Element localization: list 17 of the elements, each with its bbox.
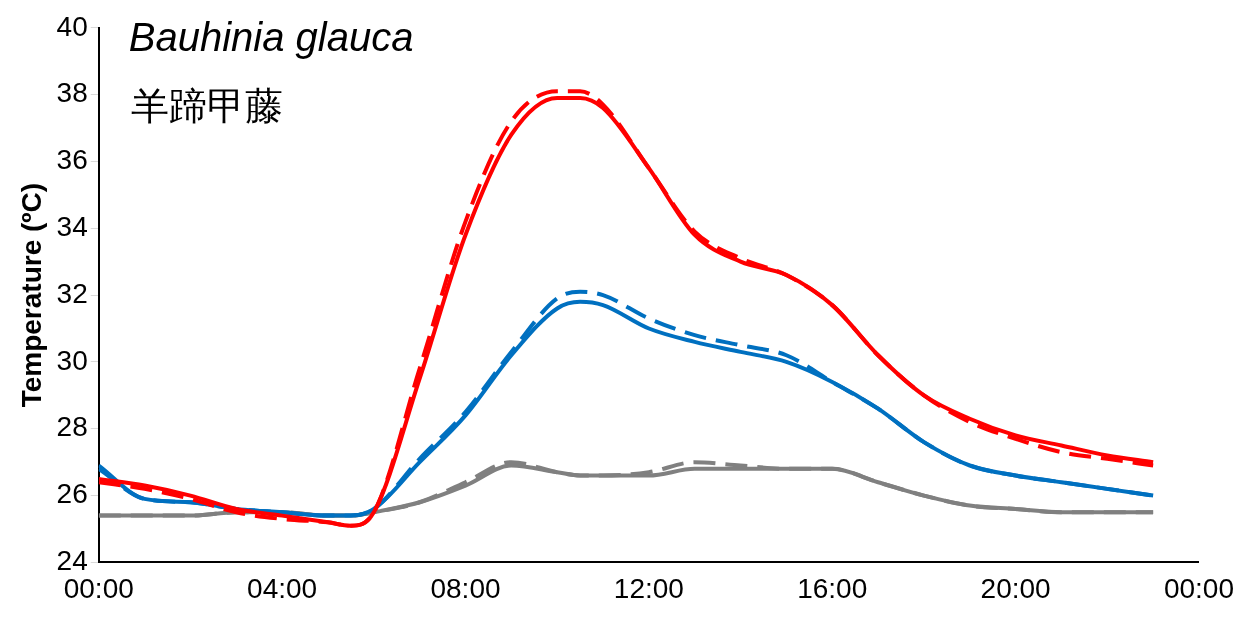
chart-title: Bauhinia glauca bbox=[128, 14, 414, 59]
y-tick-label: 26 bbox=[56, 478, 88, 510]
x-tick-label: 08:00 bbox=[430, 572, 501, 604]
y-axis-title: Temperature (ºC) bbox=[15, 182, 47, 408]
y-tick-label: 28 bbox=[56, 411, 88, 443]
y-tick-label: 38 bbox=[56, 77, 88, 109]
x-tick-label: 12:00 bbox=[613, 572, 684, 604]
y-tick-label: 30 bbox=[56, 344, 88, 376]
text: 羊蹄甲藤 bbox=[130, 83, 283, 128]
y-tick-label: 36 bbox=[56, 144, 88, 176]
y-tick-label: 32 bbox=[56, 277, 88, 309]
x-tick-label: 16:00 bbox=[797, 572, 868, 604]
y-tick-label: 40 bbox=[56, 10, 88, 42]
x-tick-label: 00:00 bbox=[1163, 572, 1234, 604]
x-tick-label: 04:00 bbox=[247, 572, 318, 604]
y-tick-label: 34 bbox=[56, 210, 88, 242]
x-tick-label: 20:00 bbox=[980, 572, 1051, 604]
